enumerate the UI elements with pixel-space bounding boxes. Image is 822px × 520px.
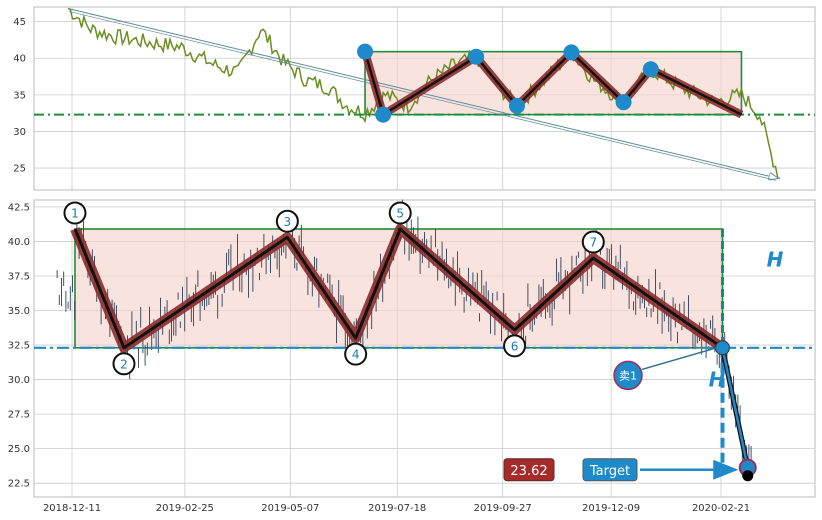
- target-black-dot: [742, 470, 754, 482]
- target-value-box: [503, 458, 555, 482]
- pivot-circle: [344, 342, 368, 366]
- zigzag-inner: [73, 227, 724, 350]
- xtick-label: 2019-09-27: [474, 503, 532, 514]
- top-pivot-dot: [615, 94, 632, 111]
- top-trend-arrow-inner: [68, 11, 776, 181]
- drop-line-inner: [721, 347, 749, 468]
- top-pivot-dot: [642, 61, 659, 78]
- pivot-circle: [275, 209, 299, 233]
- target-label-text: Target: [589, 464, 630, 479]
- xtick-label: 2020-02-21: [692, 503, 750, 514]
- pivot-label: 7: [589, 236, 597, 250]
- height-label-left: H: [709, 367, 726, 391]
- pivot-circle: [581, 230, 605, 254]
- xtick-label: 2019-02-25: [156, 503, 214, 514]
- sell-marker: [613, 360, 643, 391]
- bottom-ytick-label: 42.5: [8, 202, 30, 213]
- bottom-ytick-label: 35.0: [8, 306, 30, 317]
- pivot-circle: [63, 201, 87, 225]
- xtick-label: 2019-07-18: [368, 503, 426, 514]
- height-label-right: H: [767, 247, 784, 271]
- top-pivot-dot: [563, 44, 580, 61]
- target-label-box: [582, 458, 638, 482]
- sell-pointer-line: [641, 347, 717, 371]
- bottom-ytick-label: 30.0: [8, 375, 30, 386]
- breakdown-marker: [714, 340, 730, 356]
- top-ytick-label: 45: [13, 17, 26, 28]
- top-pivot-dot: [357, 43, 374, 60]
- top-ytick-label: 35: [13, 90, 26, 101]
- bottom-ytick-label: 27.5: [8, 410, 30, 421]
- bottom-pattern-box: [74, 228, 724, 349]
- pivot-label: 5: [396, 207, 404, 221]
- bottom-ytick-label: 40.0: [8, 237, 30, 248]
- bottom-ytick-label: 22.5: [8, 479, 30, 490]
- xtick-label: 2018-12-11: [43, 503, 101, 514]
- pivot-circle: [503, 334, 527, 358]
- target-value-text: 23.62: [510, 464, 547, 479]
- pivot-label: 4: [352, 348, 360, 362]
- bottom-ytick-label: 32.5: [8, 341, 30, 352]
- pivot-label: 1: [71, 207, 79, 221]
- pivot-circle: [112, 352, 136, 376]
- pivot-label: 2: [120, 357, 128, 371]
- xtick-label: 2019-12-09: [582, 503, 640, 514]
- top-pivot-dot: [375, 106, 392, 123]
- bottom-ytick-label: 37.5: [8, 271, 30, 282]
- top-ytick-label: 30: [13, 127, 26, 138]
- pivot-label: 3: [284, 215, 292, 229]
- pivot-label: 6: [511, 339, 519, 353]
- pivot-circle: [388, 201, 412, 225]
- top-ytick-label: 25: [13, 164, 26, 175]
- sell-label: 卖1: [619, 369, 637, 382]
- xtick-label: 2019-05-07: [261, 503, 319, 514]
- top-pivot-dot: [468, 48, 485, 65]
- top-pivot-dot: [508, 97, 525, 114]
- top-ytick-label: 40: [13, 54, 26, 65]
- bottom-ytick-label: 25.0: [8, 444, 30, 455]
